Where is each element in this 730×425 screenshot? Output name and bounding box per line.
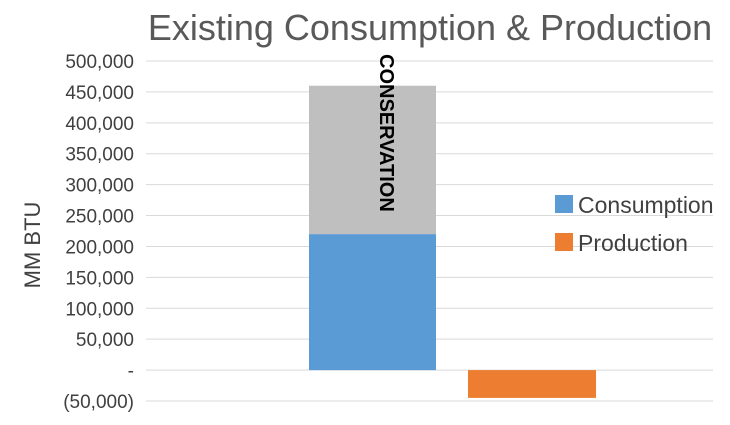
y-tick-label: 500,000 [65,52,134,73]
y-tick-label: - [128,361,134,382]
y-tick-label: 100,000 [65,299,134,320]
bar-consumption [309,234,436,371]
legend-label-consumption: Consumption [578,192,714,218]
y-tick-label: 350,000 [65,145,134,166]
y-ticks: (50,000) - 50,000 100,000 150,000 200,000 250,… [63,52,134,413]
legend-label-production: Production [578,230,688,256]
bar-segment-1 [309,85,436,235]
bar-production [468,370,596,398]
y-tick-label: (50,000) [63,392,134,413]
legend: Consumption Production [555,192,714,256]
y-tick-label: 450,000 [65,83,134,104]
chart-title: Existing Consumption & Production [148,7,712,48]
y-tick-label: 200,000 [65,237,134,258]
y-tick-label: 300,000 [65,176,134,197]
y-tick-label: 250,000 [65,207,134,228]
y-tick-label: 150,000 [65,268,134,289]
legend-swatch-production [555,233,573,251]
annotations: CONSERVATION [375,54,397,212]
y-tick-label: 400,000 [65,114,134,135]
legend-swatch-consumption [555,195,573,213]
y-axis-label: MM BTU [20,202,45,289]
y-tick-label: 50,000 [76,330,134,351]
bars [309,85,596,398]
conservation-annotation: CONSERVATION [375,54,397,212]
